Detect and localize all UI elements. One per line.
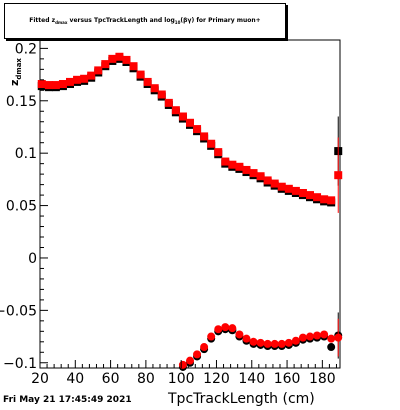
data-point	[263, 176, 272, 185]
data-point	[249, 169, 258, 178]
y-tick-label: −0.1	[3, 356, 37, 372]
data-point	[235, 162, 244, 171]
data-point	[37, 80, 46, 89]
data-point	[256, 172, 265, 181]
data-point	[178, 112, 187, 121]
y-tick-label: −0.05	[0, 303, 37, 319]
data-point	[284, 184, 293, 193]
chart-title: Fitted zdmax versus TpcTrackLength and l…	[29, 16, 261, 26]
plot-frame	[39, 39, 341, 369]
datestamp: Fri May 21 17:45:49 2021	[3, 395, 132, 405]
data-point	[320, 330, 329, 339]
data-point	[298, 188, 307, 197]
data-point	[122, 55, 131, 64]
data-point	[207, 139, 216, 148]
data-point	[186, 356, 194, 365]
data-point	[235, 330, 244, 339]
data-point	[51, 81, 60, 90]
data-point	[298, 333, 307, 342]
data-point	[334, 333, 343, 342]
data-point	[327, 334, 336, 343]
data-point	[178, 360, 187, 369]
x-tick-label: 100	[168, 371, 195, 387]
y-tick-label: 0.1	[15, 146, 37, 162]
data-point	[58, 80, 67, 89]
y-tick-label: 0.2	[15, 41, 37, 57]
data-point	[200, 343, 209, 352]
data-point	[277, 339, 286, 348]
data-point	[80, 74, 89, 83]
x-tick-label: 40	[66, 371, 84, 387]
data-point	[320, 195, 329, 204]
data-point	[291, 336, 300, 345]
data-point	[313, 331, 322, 340]
data-point	[171, 106, 180, 115]
data-point	[200, 132, 209, 141]
x-tick-label: 20	[31, 371, 49, 387]
data-point	[87, 71, 96, 80]
data-point	[186, 118, 194, 127]
data-point	[270, 179, 279, 188]
x-tick-label: 180	[309, 371, 336, 387]
data-point	[214, 148, 223, 157]
data-point	[129, 62, 138, 71]
data-point	[228, 324, 237, 333]
data-point	[101, 60, 110, 69]
data-point	[207, 332, 216, 341]
x-tick-label: 80	[137, 371, 155, 387]
y-tick-label: 0	[28, 251, 37, 267]
data-point	[164, 98, 173, 107]
data-point	[306, 191, 314, 200]
data-point	[306, 332, 314, 341]
y-tick-label: 0.15	[6, 94, 37, 110]
data-point	[313, 193, 322, 202]
x-tick-label: 160	[274, 371, 301, 387]
data-point	[150, 84, 159, 93]
data-point	[108, 54, 117, 63]
data-point	[228, 160, 237, 169]
data-point	[249, 337, 258, 346]
data-point	[242, 165, 251, 174]
data-point	[277, 182, 286, 191]
data-point	[327, 196, 336, 205]
data-point	[136, 70, 145, 79]
data-point	[221, 157, 230, 166]
y-axis-label: zdmax	[8, 58, 24, 86]
data-point	[44, 81, 53, 90]
data-point	[193, 125, 202, 134]
title-box: Fitted zdmax versus TpcTrackLength and l…	[4, 3, 286, 39]
y-tick-label: 0.05	[6, 199, 37, 215]
data-point	[291, 186, 300, 195]
data-point	[115, 52, 124, 61]
data-point	[94, 66, 103, 75]
data-point	[73, 75, 82, 84]
data-point	[334, 171, 343, 180]
data-point	[284, 338, 293, 347]
data-point	[256, 338, 265, 347]
x-tick-label: 140	[238, 371, 265, 387]
data-point	[214, 325, 223, 334]
data-point	[242, 334, 251, 343]
data-point	[327, 343, 336, 352]
x-tick-label: 120	[203, 371, 230, 387]
data-point	[66, 77, 74, 86]
data-point	[221, 323, 230, 332]
data-point	[157, 90, 166, 99]
x-tick-label: 60	[102, 371, 120, 387]
data-point	[270, 339, 279, 348]
data-point	[263, 339, 272, 348]
x-axis-label: TpcTrackLength (cm)	[168, 391, 315, 407]
data-point	[193, 350, 202, 359]
data-point	[143, 77, 152, 86]
